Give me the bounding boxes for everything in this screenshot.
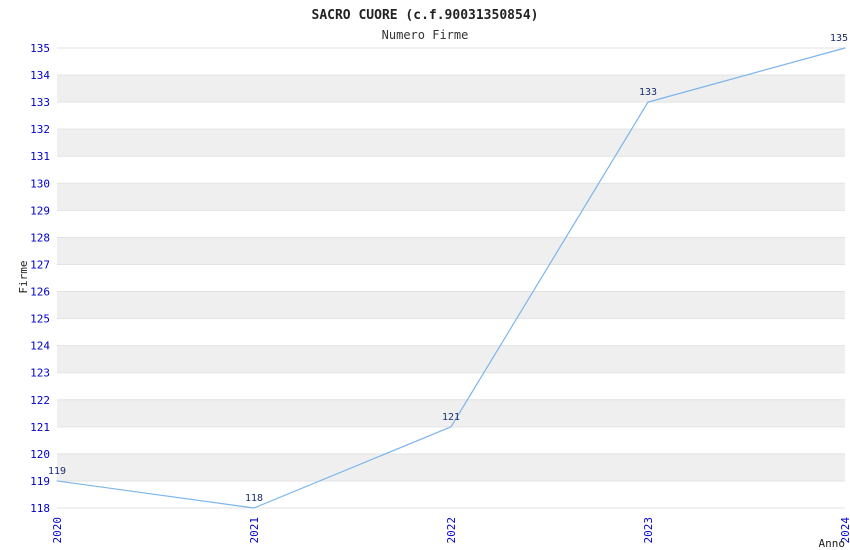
data-point-label: 135 — [830, 33, 848, 44]
x-tick-label: 2024 — [839, 517, 850, 544]
x-tick-label: 2021 — [248, 517, 261, 544]
grid-stripe — [57, 480, 845, 508]
y-tick-label: 122 — [30, 394, 50, 407]
chart-subtitle: Numero Firme — [382, 28, 469, 42]
grid-stripe — [57, 156, 845, 184]
y-tick-label: 121 — [30, 421, 50, 434]
grid-stripe — [57, 237, 845, 265]
data-point-label: 119 — [48, 466, 66, 477]
grid-stripe — [57, 183, 845, 211]
grid-stripe — [57, 399, 845, 427]
y-tick-label: 134 — [30, 69, 50, 82]
grid-stripe — [57, 264, 845, 292]
y-tick-label: 118 — [30, 502, 50, 515]
grid-stripe — [57, 48, 845, 76]
x-axis-label: Anno — [819, 537, 846, 550]
grid-stripe — [57, 102, 845, 130]
grid-stripe-layer — [57, 48, 845, 508]
y-tick-label: 120 — [30, 448, 50, 461]
y-tick-label: 123 — [30, 367, 50, 380]
chart-title: SACRO CUORE (c.f.90031350854) — [312, 8, 539, 23]
y-tick-label: 126 — [30, 286, 50, 299]
grid-stripe — [57, 426, 845, 454]
gridline-layer — [57, 47, 845, 509]
x-tick-label: 2023 — [642, 517, 655, 544]
grid-stripe — [57, 129, 845, 157]
y-tick-label: 133 — [30, 96, 50, 109]
y-tick-label: 129 — [30, 204, 50, 217]
data-point-label: 118 — [245, 493, 263, 504]
y-tick-label: 131 — [30, 150, 50, 163]
y-tick-label: 135 — [30, 42, 50, 55]
grid-stripe — [57, 291, 845, 319]
tick-label-layer: 118 119 120 121 122 123 124 125 126 127 128 129 130 1… — [30, 42, 850, 544]
series-layer: 119 118 121 133 135 — [48, 33, 848, 509]
y-tick-label: 127 — [30, 258, 50, 271]
series-line — [56, 47, 846, 509]
y-axis-label: Firme — [17, 260, 30, 293]
y-tick-label: 128 — [30, 231, 50, 244]
grid-stripe — [57, 372, 845, 400]
data-point-label: 121 — [442, 412, 460, 423]
x-tick-label: 2022 — [445, 517, 458, 544]
x-tick-label: 2020 — [51, 517, 64, 544]
grid-stripe — [57, 210, 845, 238]
y-tick-label: 132 — [30, 123, 50, 136]
y-tick-label: 130 — [30, 177, 50, 190]
data-point-label: 133 — [639, 87, 657, 98]
grid-stripe — [57, 75, 845, 103]
y-tick-label: 119 — [30, 475, 50, 488]
y-tick-label: 125 — [30, 313, 50, 326]
grid-stripe — [57, 318, 845, 346]
y-tick-label: 124 — [30, 340, 50, 353]
grid-stripe — [57, 345, 845, 373]
grid-stripe — [57, 453, 845, 481]
